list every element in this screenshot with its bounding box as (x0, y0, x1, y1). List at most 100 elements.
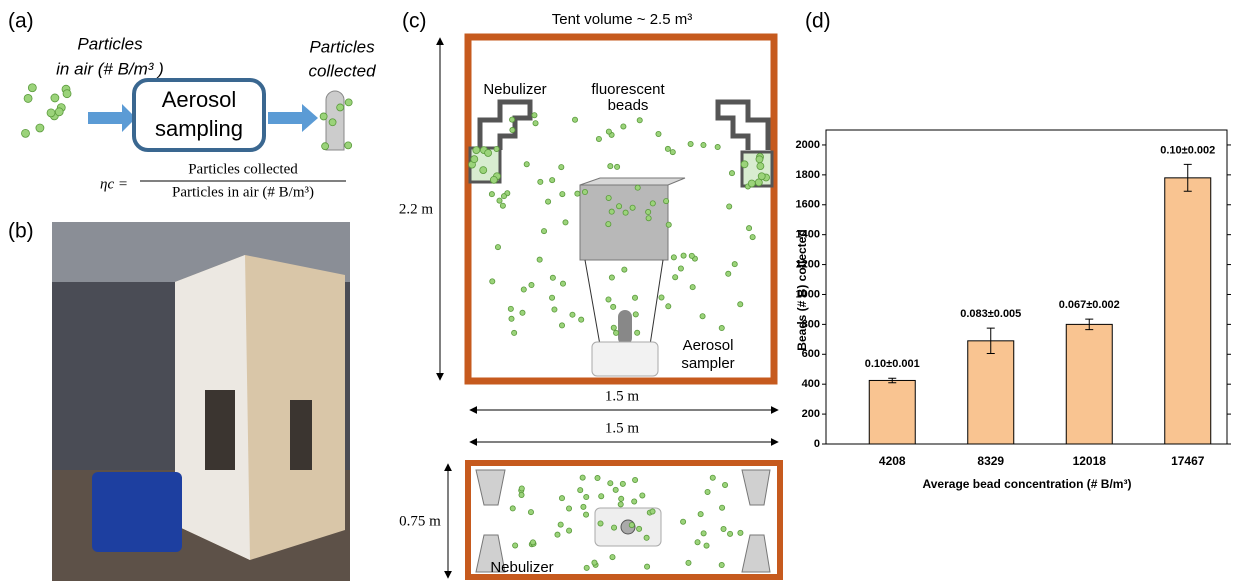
bead (55, 108, 63, 116)
bead (529, 282, 534, 287)
bead (513, 543, 518, 548)
bead (738, 530, 743, 535)
bead (480, 167, 487, 174)
bead (646, 216, 651, 221)
bead (637, 526, 642, 531)
formula: Particles in air (# B/m³) (172, 184, 314, 200)
bead (558, 522, 563, 527)
bead (666, 304, 671, 309)
panel-label: (d) (805, 10, 831, 33)
bead (552, 307, 557, 312)
bead (528, 509, 533, 514)
bead (500, 203, 505, 208)
bead (578, 488, 583, 493)
bead (509, 316, 514, 321)
y-tick-label: 1400 (796, 229, 820, 241)
bead (726, 271, 731, 276)
bead (698, 512, 703, 517)
bead (519, 486, 524, 491)
bead (732, 262, 737, 267)
caption: Particles (77, 34, 143, 53)
bead (756, 156, 763, 163)
bar-chart: 0200400600800100012001400160018002000420… (796, 130, 1231, 468)
bead (485, 149, 492, 156)
annotation: 0.10±0.002 (1160, 144, 1215, 156)
bead (575, 191, 580, 196)
bead (722, 482, 727, 487)
bead (563, 220, 568, 225)
bead (566, 506, 571, 511)
bead (579, 317, 584, 322)
dimension-label: 0.75 m (399, 513, 441, 529)
generator (92, 472, 182, 552)
bead (598, 521, 603, 526)
y-tick-label: 2000 (796, 139, 820, 151)
bead (606, 221, 611, 226)
label: Aerosol (683, 337, 734, 354)
bead (671, 255, 676, 260)
bead (550, 178, 555, 183)
bead (721, 526, 726, 531)
bead (611, 525, 616, 530)
caption: Particles (309, 37, 375, 56)
bead (686, 560, 691, 565)
bead (644, 564, 649, 569)
bead (545, 199, 550, 204)
bead (570, 312, 575, 317)
bead (63, 90, 71, 98)
title: Tent volume ~ 2.5 m³ (552, 11, 692, 28)
bead (616, 204, 621, 209)
bead (646, 209, 651, 214)
bead (659, 295, 664, 300)
bead (715, 144, 720, 149)
bead (690, 285, 695, 290)
bead (610, 554, 615, 559)
bead (689, 253, 694, 258)
bead (510, 506, 515, 511)
y-tick-label: 400 (802, 378, 820, 390)
annotation: 0.10±0.001 (865, 358, 920, 370)
bead (337, 104, 344, 111)
bead (606, 297, 611, 302)
label: sampler (681, 355, 734, 372)
bar (1066, 324, 1112, 444)
bead (664, 199, 669, 204)
bar (869, 380, 915, 444)
x-tick-label: 8329 (977, 454, 1004, 468)
bead (621, 124, 626, 129)
bead (748, 180, 755, 187)
y-tick-label: 1200 (796, 258, 820, 270)
bead (620, 481, 625, 486)
formula: Particles collected (188, 161, 298, 177)
y-tick-label: 1000 (796, 288, 820, 300)
bead (619, 496, 624, 501)
bead (758, 173, 765, 180)
arrow (88, 104, 136, 132)
bead (640, 493, 645, 498)
bead (320, 113, 327, 120)
bead (650, 201, 655, 206)
label: beads (608, 97, 649, 114)
bead (635, 185, 640, 190)
sampler-head (580, 178, 685, 185)
caption: in air (# B/m³ ) (56, 59, 164, 78)
bead (650, 509, 655, 514)
bead (738, 302, 743, 307)
bead (508, 306, 513, 311)
bead (614, 164, 619, 169)
bead (329, 119, 336, 126)
bead (501, 194, 506, 199)
dimension-label: 2.2 m (399, 201, 434, 217)
bead (520, 310, 525, 315)
bead (581, 504, 586, 509)
bead (471, 156, 478, 163)
bead (750, 234, 755, 239)
bead (595, 475, 600, 480)
y-tick-label: 1800 (796, 169, 820, 181)
bead (632, 499, 637, 504)
bead (584, 494, 589, 499)
bead (530, 540, 535, 545)
bead (681, 253, 686, 258)
bead (322, 143, 329, 150)
bead (519, 492, 524, 497)
